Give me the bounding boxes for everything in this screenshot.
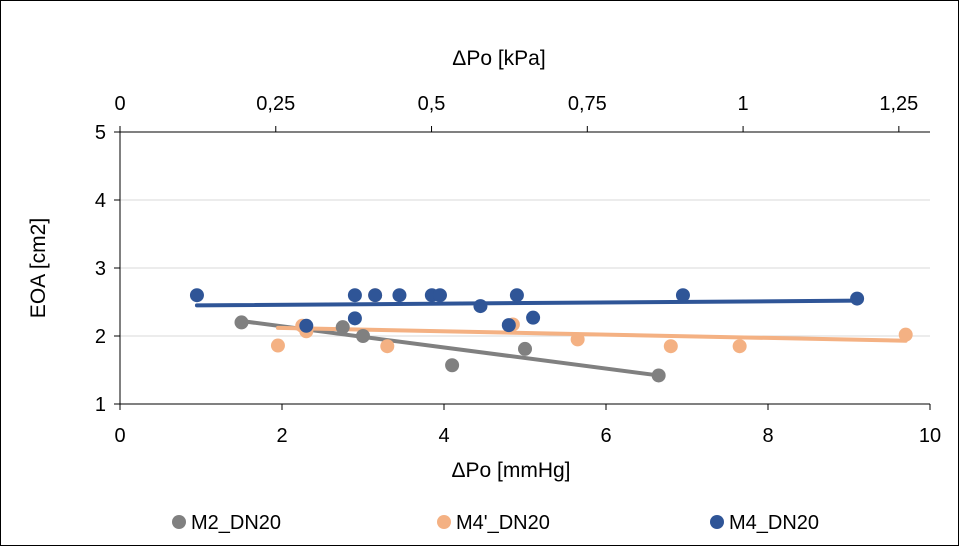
point-m4-dn20 — [663, 339, 678, 354]
trendline-m4-dn20 — [275, 325, 908, 343]
legend: M2_DN20 M4'_DN20 M4_DN20 — [172, 512, 819, 534]
x-tick-label: 0 — [114, 425, 125, 447]
x2-tick-label: 0 — [114, 93, 125, 115]
point-m2-dn20 — [651, 368, 666, 383]
point-m2-dn20 — [356, 329, 370, 343]
legend-label-m4-dn20: M4_DN20 — [729, 512, 819, 534]
point-m4-dn20 — [501, 318, 516, 333]
point-m4-dn20 — [898, 327, 913, 342]
x2-tick-label: 1 — [738, 93, 749, 115]
x2-tick-label: 0,5 — [418, 93, 446, 115]
x2-tick-label: 1,25 — [879, 93, 918, 115]
x-tick-label: 2 — [276, 425, 287, 447]
point-m4-dn20 — [850, 291, 865, 306]
x2-axis-title: ΔPo [kPa] — [452, 47, 545, 70]
x-tick-label: 8 — [762, 425, 773, 447]
point-m4-dn20 — [392, 288, 407, 303]
y-axis-title: EOA [cm2] — [27, 218, 50, 318]
point-layer — [189, 288, 913, 383]
y-tick-label: 2 — [95, 326, 106, 348]
point-m4-dn20 — [347, 311, 362, 326]
point-m2-dn20 — [518, 341, 532, 356]
point-m2-dn20 — [445, 358, 460, 373]
x-tick-label: 4 — [438, 425, 449, 447]
y-tick-label: 1 — [95, 394, 106, 416]
point-m4-dn20 — [368, 288, 383, 303]
point-m2-dn20 — [335, 320, 350, 335]
point-m4-dn20 — [570, 332, 585, 347]
legend-label-m2-dn20: M2_DN20 — [191, 512, 281, 534]
trendline-layer — [194, 298, 908, 378]
point-m4-dn20 — [473, 299, 488, 314]
legend-marker-m4-dn20 — [710, 515, 724, 529]
x-tick-label: 10 — [919, 425, 941, 447]
point-m4-dn20 — [526, 310, 541, 325]
point-m4-dn20 — [299, 318, 314, 333]
x2-tick-label: 0,75 — [568, 93, 607, 115]
y-tick-label: 3 — [95, 258, 106, 280]
point-m4-dn20 — [270, 338, 285, 353]
axis-layer — [114, 126, 931, 410]
point-m2-dn20 — [234, 315, 249, 330]
x-axis-title: ΔPo [mmHg] — [451, 459, 570, 482]
x2-tick-label: 0,25 — [256, 93, 295, 115]
point-m4-dn20 — [732, 339, 747, 354]
y-tick-label: 5 — [95, 122, 106, 144]
y-tick-label: 4 — [95, 190, 106, 212]
point-m4-dn20 — [675, 288, 690, 303]
x-tick-label: 6 — [600, 425, 611, 447]
trendline-m4-dn20 — [194, 298, 860, 308]
point-m4-dn20 — [509, 288, 524, 303]
point-m4-dn20 — [432, 288, 447, 303]
legend-label-m4-dn20: M4'_DN20 — [456, 512, 550, 534]
legend-marker-m4-dn20 — [437, 515, 451, 529]
point-m4-dn20 — [189, 288, 204, 303]
point-m4-dn20 — [380, 339, 395, 354]
legend-marker-m2-dn20 — [172, 515, 186, 529]
point-m4-dn20 — [347, 288, 362, 303]
